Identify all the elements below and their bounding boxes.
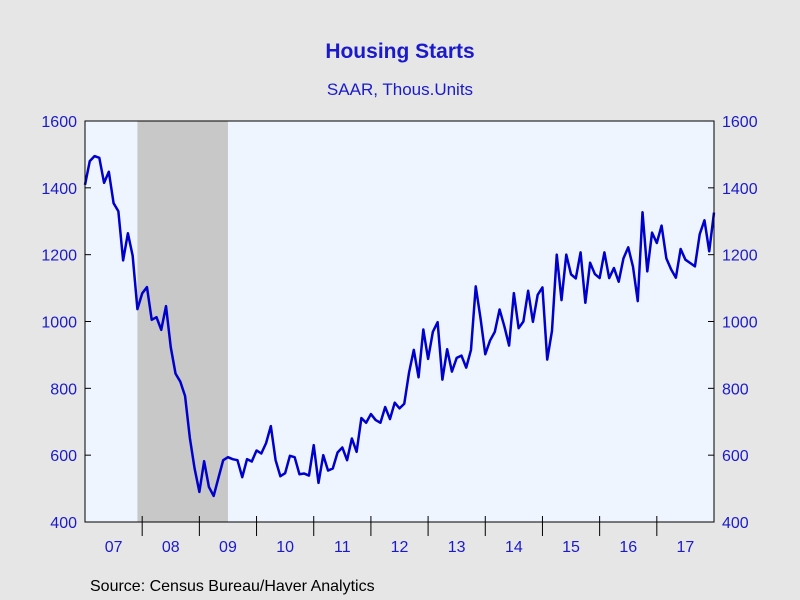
right-y-tick-label: 1200 xyxy=(722,248,758,265)
left-y-tick-label: 1200 xyxy=(41,248,77,265)
x-axis: 07 08 09 10 11 12 13 14 15 16 17 xyxy=(105,516,695,556)
left-y-axis: 400 600 800 1000 1200 1400 1600 xyxy=(41,114,91,532)
x-tick-label: 16 xyxy=(619,539,637,556)
x-tick-label: 08 xyxy=(162,539,180,556)
x-tick-label: 17 xyxy=(677,539,695,556)
left-y-tick-label: 1600 xyxy=(41,114,77,131)
x-tick-label: 12 xyxy=(391,539,409,556)
chart-title: Housing Starts xyxy=(325,40,475,63)
right-y-axis: 400 600 800 1000 1200 1400 1600 xyxy=(708,114,758,532)
x-tick-label: 10 xyxy=(276,539,294,556)
left-y-tick-label: 800 xyxy=(50,381,77,398)
housing-starts-line xyxy=(83,154,716,498)
left-y-tick-label: 400 xyxy=(50,515,77,532)
recession-band xyxy=(137,121,228,522)
x-tick-label: 14 xyxy=(505,539,523,556)
right-y-tick-label: 1400 xyxy=(722,181,758,198)
right-y-tick-label: 600 xyxy=(722,448,749,465)
x-tick-label: 13 xyxy=(448,539,466,556)
right-y-tick-label: 800 xyxy=(722,381,749,398)
x-tick-label: 09 xyxy=(219,539,237,556)
chart-subtitle: SAAR, Thous.Units xyxy=(326,80,474,99)
recession-shading-group xyxy=(137,121,228,522)
x-tick-label: 15 xyxy=(562,539,580,556)
source-note: Source: Census Bureau/Haver Analytics xyxy=(90,578,375,595)
x-tick-label: 11 xyxy=(334,539,351,556)
left-y-tick-label: 1400 xyxy=(41,181,77,198)
right-y-tick-label: 400 xyxy=(722,515,749,532)
right-y-tick-label: 1600 xyxy=(722,114,758,131)
right-y-tick-label: 1000 xyxy=(722,315,758,332)
plot-border xyxy=(84,120,715,523)
left-y-tick-label: 600 xyxy=(50,448,77,465)
left-y-tick-label: 1000 xyxy=(41,315,77,332)
x-tick-label: 07 xyxy=(105,539,123,556)
